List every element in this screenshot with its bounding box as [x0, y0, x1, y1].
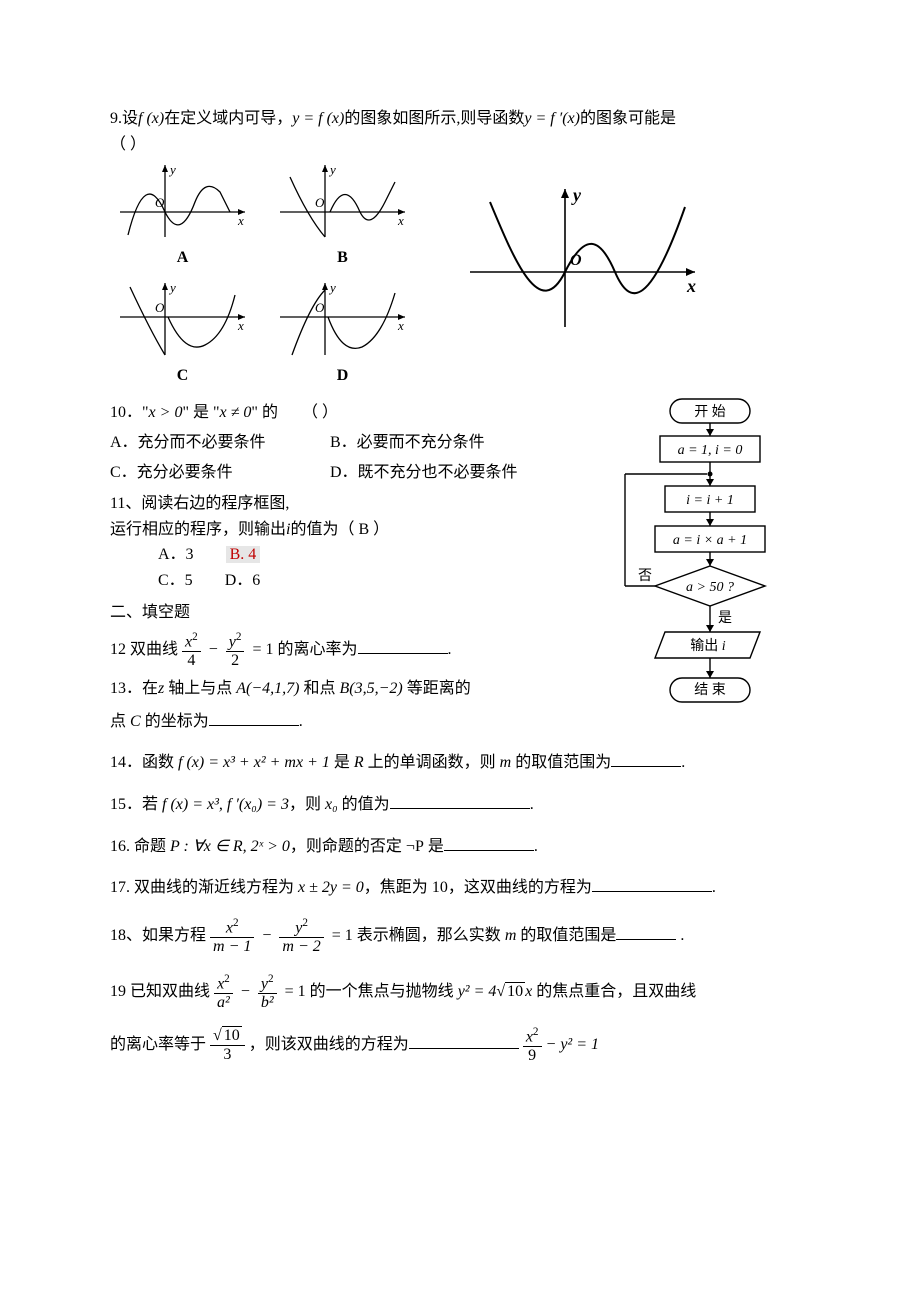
svg-text:y: y [328, 162, 336, 177]
flowchart: 开 始 a = 1, i = 0 i = i + 1 a = i × a + 1… [610, 394, 810, 744]
section-2-heading: 二、填空题 [110, 600, 600, 626]
q9-graph-a: y x O [110, 157, 255, 245]
q9-option-a: y x O A [110, 157, 255, 271]
q12: 12 双曲线 x24 − y22 = 1 的离心率为. [110, 631, 600, 670]
flowchart-start: 开 始 [694, 404, 726, 420]
q9-prompt: 9.设f (x)在定义域内可导，y = f (x)的图象如图所示,则导函数y =… [110, 106, 810, 132]
q17: 17. 双曲线的渐近线方程为 x ± 2y = 0，焦距为 10，这双曲线的方程… [110, 875, 810, 901]
q9-option-b: y x O B [270, 157, 415, 271]
q9-paren: （ ） [110, 132, 810, 158]
svg-text:i = i + 1: i = i + 1 [686, 493, 734, 508]
svg-text:y: y [571, 185, 582, 205]
q11-line2: 运行相应的程序，则输出i的值为（ B ） [110, 517, 600, 543]
q10-option-c: C．充分必要条件 [110, 460, 310, 486]
q9-options-grid: y x O A y x O [110, 157, 415, 388]
q11-option-d: D．6 [225, 572, 261, 589]
q11: 11、阅读右边的程序框图, 运行相应的程序，则输出i的值为（ B ） A．3 B… [110, 491, 600, 593]
q9-option-d: y x O D [270, 275, 415, 389]
q10-option-b: B．必要而不充分条件 [330, 430, 530, 456]
svg-text:x: x [397, 213, 404, 228]
svg-text:结 束: 结 束 [694, 682, 726, 698]
q11-line1: 11、阅读右边的程序框图, [110, 491, 600, 517]
q11-option-b: B. 4 [226, 546, 261, 563]
svg-text:O: O [155, 300, 165, 315]
q9-graph-b: y x O [270, 157, 415, 245]
q9-graph-d: y x O [270, 275, 415, 363]
svg-text:y: y [168, 280, 176, 295]
q10-option-d: D．既不充分也不必要条件 [330, 460, 530, 486]
q15: 15．若 f (x) = x³, f ′(x₀) = 3，则 x₀ 的值为. [110, 792, 810, 818]
q11-option-a: A．3 [158, 546, 194, 563]
svg-text:a > 50 ?: a > 50 ? [686, 580, 734, 595]
q9-option-c: y x O C [110, 275, 255, 389]
svg-text:x: x [237, 213, 244, 228]
q13: 13．在z 轴上与点 A(−4,1,7) 和点 B(3,5,−2) 等距离的 点… [110, 676, 600, 735]
svg-text:y: y [168, 162, 176, 177]
svg-text:是: 是 [718, 611, 732, 626]
svg-text:O: O [315, 300, 325, 315]
q19: 19 已知双曲线 x2a² − y2b² = 1 的一个焦点与抛物线 y² = … [110, 973, 810, 1064]
svg-text:x: x [397, 318, 404, 333]
q16: 16. 命题 P : ∀x ∈ R, 2ˣ > 0，则命题的否定 ¬P 是. [110, 834, 810, 860]
q14: 14．函数 f (x) = x³ + x² + mx + 1 是 R 上的单调函… [110, 750, 810, 776]
q18: 18、如果方程 x2m − 1 − y2m − 2 = 1 表示椭圆，那么实数 … [110, 917, 810, 956]
svg-text:a = 1, i = 0: a = 1, i = 0 [678, 443, 743, 458]
q9-main-graph: y x O [455, 177, 705, 337]
svg-text:O: O [315, 195, 325, 210]
q10-prompt: 10．"x > 0" 是 "x ≠ 0" 的 （ ） [110, 400, 600, 426]
svg-text:否: 否 [638, 569, 652, 584]
q10-option-a: A．充分而不必要条件 [110, 430, 310, 456]
svg-text:y: y [328, 280, 336, 295]
svg-text:x: x [237, 318, 244, 333]
q11-option-c: C．5 [158, 572, 193, 589]
svg-text:输出 i: 输出 i [690, 638, 726, 654]
q9-graph-c: y x O [110, 275, 255, 363]
svg-text:a = i × a + 1: a = i × a + 1 [673, 533, 747, 548]
q9: 9.设f (x)在定义域内可导，y = f (x)的图象如图所示,则导函数y =… [110, 106, 810, 388]
q10: 10．"x > 0" 是 "x ≠ 0" 的 （ ） A．充分而不必要条件 B．… [110, 400, 600, 485]
svg-text:x: x [686, 276, 696, 296]
